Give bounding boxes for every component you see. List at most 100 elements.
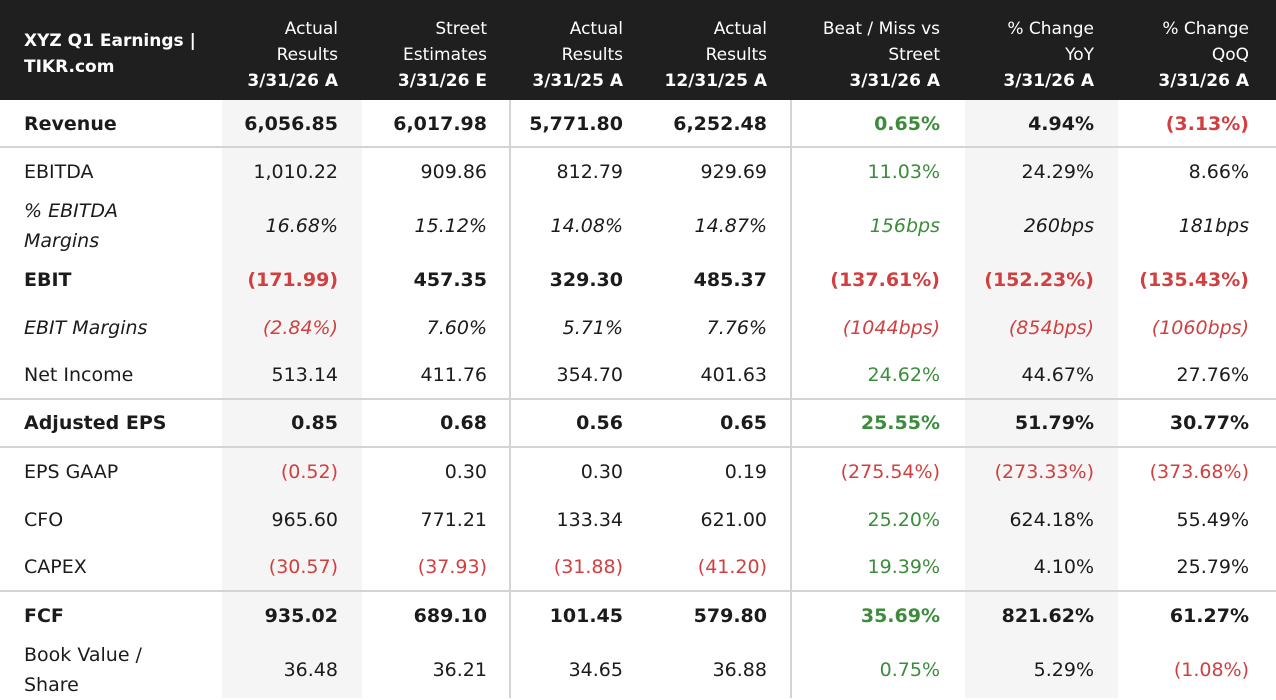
table-cell: 15.12% [414, 215, 487, 237]
table-cell: 34.65 [568, 659, 623, 681]
table-cell: (152.23%) [984, 269, 1094, 291]
table-cell: 55.49% [1176, 509, 1249, 531]
column-header-date: 3/31/26 A [1158, 71, 1249, 91]
column-header-line: Results [276, 45, 338, 65]
column-header-line: Actual [284, 19, 338, 39]
row-label: Net Income [24, 364, 134, 386]
table-cell: 0.65% [874, 113, 940, 135]
table-cell: (2.84%) [262, 317, 338, 339]
table-cell: 51.79% [1014, 412, 1094, 434]
row-label: CFO [24, 509, 64, 531]
row-label: Book Value / Share [24, 640, 142, 700]
table-cell: 14.87% [694, 215, 767, 237]
row-label: EBIT Margins [24, 317, 148, 339]
column-header-date: 3/31/26 E [397, 71, 487, 91]
table-cell: 25.55% [860, 412, 940, 434]
row-label: EPS GAAP [24, 461, 119, 483]
table-cell: 25.79% [1176, 556, 1249, 578]
column-header-line: Actual [569, 19, 623, 39]
table-cell: 5.71% [562, 317, 623, 339]
column-header-line: Results [705, 45, 767, 65]
column-header-line: Estimates [403, 45, 487, 65]
title-line-1: XYZ Q1 Earnings | [24, 31, 196, 51]
table-cell: (1044bps) [842, 317, 940, 339]
table-cell: (37.93) [417, 556, 487, 578]
table-cell: (137.61%) [830, 269, 940, 291]
column-header-line: YoY [1065, 45, 1094, 65]
table-cell: 0.75% [879, 659, 940, 681]
table-cell: 27.76% [1176, 364, 1249, 386]
table-cell: (135.43%) [1139, 269, 1249, 291]
table-cell: 457.35 [413, 269, 487, 291]
table-cell: (373.68%) [1149, 461, 1249, 483]
table-cell: (41.20) [697, 556, 767, 578]
table-cell: (854bps) [1008, 317, 1094, 339]
table-cell: 8.66% [1188, 161, 1249, 183]
table-cell: 0.68 [440, 412, 487, 434]
table-cell: (1060bps) [1151, 317, 1249, 339]
table-cell: 621.00 [700, 509, 767, 531]
table-cell: (30.57) [268, 556, 338, 578]
table-header: XYZ Q1 Earnings | TIKR.com Actual Result… [0, 0, 1276, 100]
row-label-line: Margins [24, 230, 100, 252]
table-cell: 7.76% [706, 317, 767, 339]
table-cell: 401.63 [700, 364, 767, 386]
table-cell: 6,017.98 [393, 113, 487, 135]
column-header-beat-miss: Beat / Miss vs Street 3/31/26 A [823, 16, 940, 94]
table-cell: 5,771.80 [529, 113, 623, 135]
column-header-line: % Change [1007, 19, 1094, 39]
table-cell: 624.18% [1009, 509, 1094, 531]
table-cell: 4.94% [1028, 113, 1094, 135]
table-cell: 25.20% [867, 509, 940, 531]
table-cell: 30.77% [1169, 412, 1249, 434]
column-header-qoq: % Change QoQ 3/31/26 A [1158, 16, 1249, 94]
row-label: EBIT [24, 269, 72, 291]
row-label: Adjusted EPS [24, 412, 167, 434]
column-header-yoy: % Change YoY 3/31/26 A [1003, 16, 1094, 94]
table-cell: 0.30 [580, 461, 623, 483]
row-separator [0, 398, 1276, 400]
table-cell: 5.29% [1033, 659, 1094, 681]
column-header-date: 3/31/26 A [849, 71, 940, 91]
row-label-line: Share [24, 674, 79, 696]
table-cell: 14.08% [550, 215, 623, 237]
table-cell: 36.88 [712, 659, 767, 681]
column-header-date: 3/31/26 A [247, 71, 338, 91]
table-title: XYZ Q1 Earnings | TIKR.com [24, 28, 196, 80]
table-cell: 0.85 [291, 412, 338, 434]
table-cell: 929.69 [700, 161, 767, 183]
column-header-actual-q1-26: Actual Results 3/31/26 A [247, 16, 338, 94]
table-cell: 935.02 [264, 605, 338, 627]
table-cell: (273.33%) [994, 461, 1094, 483]
column-header-line: Beat / Miss vs [822, 19, 940, 39]
table-cell: 61.27% [1169, 605, 1249, 627]
table-cell: 7.60% [426, 317, 487, 339]
column-header-actual-q4-25: Actual Results 12/31/25 A [665, 16, 767, 94]
table-cell: 329.30 [549, 269, 623, 291]
table-cell: 579.80 [693, 605, 767, 627]
table-cell: 44.67% [1021, 364, 1094, 386]
row-label-line: % EBITDA [24, 200, 118, 222]
table-cell: 771.21 [420, 509, 487, 531]
table-cell: 485.37 [693, 269, 767, 291]
table-cell: 6,056.85 [244, 113, 338, 135]
table-cell: 101.45 [549, 605, 623, 627]
row-label: EBITDA [24, 161, 94, 183]
row-separator [0, 446, 1276, 448]
column-header-line: Actual [713, 19, 767, 39]
table-cell: 0.65 [720, 412, 767, 434]
table-cell: 0.30 [444, 461, 487, 483]
row-label-line: Book Value / [24, 644, 142, 666]
table-cell: 16.68% [265, 215, 338, 237]
table-cell: 0.19 [724, 461, 767, 483]
table-cell: 411.76 [420, 364, 487, 386]
table-cell: (171.99) [247, 269, 338, 291]
table-cell: 133.34 [556, 509, 623, 531]
column-header-date: 3/31/26 A [1003, 71, 1094, 91]
column-header-line: % Change [1162, 19, 1249, 39]
table-cell: 35.69% [860, 605, 940, 627]
table-cell: 812.79 [556, 161, 623, 183]
column-header-line: QoQ [1211, 45, 1249, 65]
table-cell: (3.13%) [1165, 113, 1249, 135]
